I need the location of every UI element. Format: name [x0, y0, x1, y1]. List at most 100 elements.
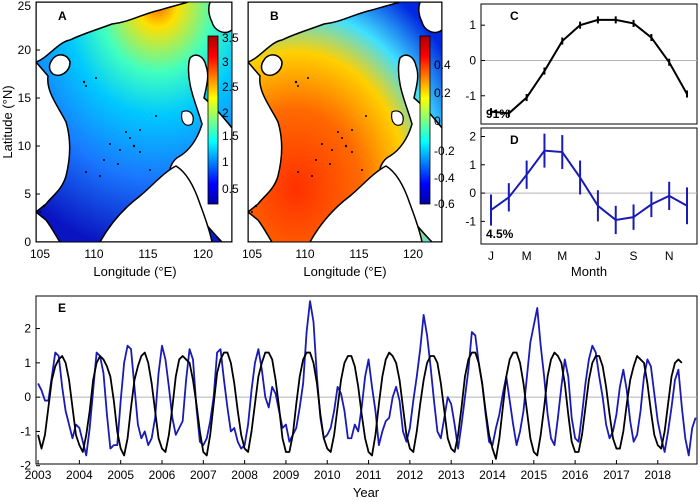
year-tick-11: 2014 — [479, 468, 506, 482]
b-xtick-115: 115 — [349, 247, 368, 261]
year-tick-4: 2007 — [190, 468, 217, 482]
a-ytick-10: 10 — [18, 139, 32, 153]
year-tick-2: 2005 — [107, 468, 134, 482]
a-ytick-0: 0 — [24, 235, 31, 249]
month-tick-3: J — [595, 249, 601, 263]
a-xlabel: Longitude (°E) — [93, 264, 176, 279]
c-ytick-label-0: -1 — [465, 89, 476, 103]
land-mindoro-b — [391, 110, 404, 126]
map-a-x-ticks: 105 110 115 120 — [30, 247, 213, 261]
year-tick-6: 2009 — [273, 468, 300, 482]
e-ytick-label-1: -1 — [20, 424, 31, 438]
land-china-a — [36, 2, 189, 63]
mode2-timeseries-line — [37, 300, 697, 457]
d-ytick-label-2: 1 — [469, 158, 476, 172]
b-xlabel: Longitude (°E) — [303, 264, 386, 279]
panel-a-label: A — [58, 9, 67, 23]
a-xtick-110: 110 — [84, 247, 103, 261]
panel-d-variance: 4.5% — [486, 227, 514, 241]
panel-d-series — [490, 133, 688, 235]
a-ytick-15: 15 — [18, 91, 32, 105]
map-a-y-ticks: 0 5 10 15 20 25 — [18, 0, 40, 249]
year-tick-15: 2018 — [644, 468, 671, 482]
a-xtick-115: 115 — [138, 247, 157, 261]
panel-e: -2 -1 0 1 2 2003 2004 2005 2006 2007 2008 2009 2010… — [20, 295, 698, 500]
cba-tick-6: 3.5 — [222, 31, 239, 45]
panel-b: B 105 110 115 120 Longitude (°E) -0.6 -0… — [242, 1, 455, 279]
year-tick-9: 2012 — [397, 468, 424, 482]
panel-c-variance: 91% — [486, 107, 510, 121]
panel-b-label: B — [270, 9, 279, 23]
land-indochina-b — [248, 60, 283, 213]
year-tick-13: 2016 — [562, 468, 589, 482]
cbb-tick-0: -0.6 — [434, 197, 455, 211]
land-china-b — [248, 2, 401, 63]
year-tick-5: 2008 — [231, 468, 258, 482]
cbb-tick-5: 0.4 — [434, 58, 451, 72]
d-ytick-label-3: 2 — [469, 129, 476, 143]
panel-c-y-ticks: -1 0 1 — [465, 18, 485, 103]
a-ytick-5: 5 — [24, 187, 31, 201]
year-tick-1: 2004 — [66, 468, 93, 482]
cba-tick-0: 0.5 — [222, 182, 239, 196]
year-tick-3: 2006 — [149, 468, 176, 482]
e-ytick-label-0: -2 — [20, 459, 31, 473]
land-hainan-a — [48, 54, 71, 76]
colorbar-a — [207, 35, 219, 205]
cba-tick-1: 1 — [222, 155, 229, 169]
cba-tick-4: 2.5 — [222, 80, 239, 94]
year-tick-7: 2010 — [314, 468, 341, 482]
a-xtick-120: 120 — [193, 247, 213, 261]
islands-a — [39, 77, 157, 213]
b-xtick-110: 110 — [295, 247, 314, 261]
e-ytick-label-2: 0 — [24, 390, 31, 404]
cba-tick-5: 3 — [222, 55, 229, 69]
land-borneo-b — [309, 165, 423, 242]
c-ytick-label-2: 1 — [469, 18, 476, 32]
islands-b — [251, 77, 367, 213]
b-xtick-120: 120 — [403, 247, 423, 261]
map-a — [36, 2, 232, 242]
panel-e-series — [37, 300, 697, 460]
month-xlabel: Month — [571, 264, 607, 279]
cba-tick-3: 2 — [222, 106, 229, 120]
land-taiwan-a — [207, 2, 232, 34]
cbb-tick-1: -0.4 — [434, 171, 455, 185]
d-ytick-label-0: -1 — [465, 214, 476, 228]
year-xlabel: Year — [353, 485, 380, 500]
year-tick-0: 2003 — [25, 468, 52, 482]
map-a-frame — [35, 1, 233, 243]
year-tick-10: 2013 — [438, 468, 465, 482]
a-ytick-25: 25 — [18, 0, 32, 13]
panel-e-label: E — [58, 301, 66, 315]
e-ytick-label-4: 2 — [24, 322, 31, 336]
land-taiwan-b — [417, 2, 442, 34]
month-tick-2: M — [557, 249, 567, 263]
cbb-tick-2: -0.2 — [434, 144, 455, 158]
land-mindoro-a — [181, 110, 194, 126]
panel-d-label: D — [510, 133, 519, 147]
panel-c-label: C — [510, 9, 519, 23]
a-xtick-105: 105 — [30, 247, 50, 261]
a-ylabel: Latitude (°N) — [0, 85, 15, 158]
cbb-tick-4: 0.2 — [434, 86, 451, 100]
month-tick-0: J — [488, 249, 494, 263]
c-ytick-label-1: 0 — [469, 53, 476, 67]
map-b-x-ticks: 105 110 115 120 — [242, 247, 423, 261]
panel-d: -1 0 1 2 J M M J S N D 4.5% Month — [465, 127, 698, 279]
cba-tick-2: 1.5 — [222, 129, 239, 143]
month-tick-5: N — [665, 249, 674, 263]
land-borneo-a — [99, 165, 213, 242]
mode1-timeseries-line — [37, 351, 683, 460]
land-hainan-b — [260, 54, 283, 76]
panel-d-y-ticks: -1 0 1 2 — [465, 129, 485, 228]
cbb-tick-3: 0 — [434, 114, 441, 128]
colorbar-a-ticks: 0.5 1 1.5 2 2.5 3 3.5 — [222, 31, 239, 196]
c-series-line — [490, 18, 688, 115]
panel-c-frame — [480, 3, 698, 125]
year-tick-12: 2015 — [520, 468, 547, 482]
panel-a: A 0 5 10 15 20 25 105 110 115 120 Longit… — [0, 0, 239, 279]
panel-e-x-ticks: 2003 2004 2005 2006 2007 2008 2009 2010 2011 2012… — [25, 460, 671, 482]
